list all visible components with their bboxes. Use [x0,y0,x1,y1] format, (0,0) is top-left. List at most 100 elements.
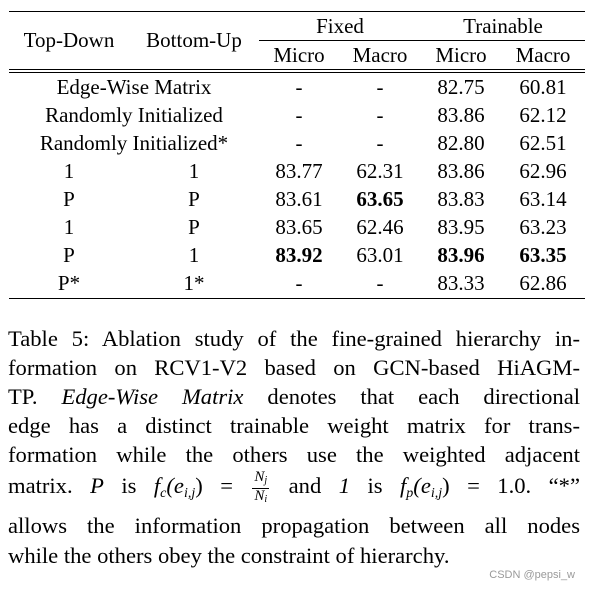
header-trainable: Trainable [421,11,585,41]
cell-bottom-up: P [188,215,200,240]
caption-text: denotes that each directional [267,384,581,410]
cell-top-down: 1 [63,158,75,183]
header-trainable-macro: Macro [501,40,585,71]
math-subscript: j [264,474,268,486]
cell-fixed-micro: - [259,68,339,102]
caption-text: is [367,473,383,499]
caption-text: ) = 1.0. “*” [442,473,580,499]
caption-line: formation on RCV1-V2 based on GCN-based … [8,355,580,381]
cell-trainable-macro: 62.96 [519,158,567,183]
table-row: P* 1* - - 83.33 62.86 [9,269,585,299]
math-symbol: f [400,473,407,499]
table-row: Edge-Wise Matrix - - 82.75 60.81 [9,68,585,102]
caption-line: TP. Edge-Wise Matrix denotes that each d… [8,382,580,411]
cell-trainable-macro: 63.23 [519,215,567,240]
cell-fixed-micro: 83.77 [275,158,323,183]
table-row: P 1 83.92 63.01 83.96 63.35 [9,242,585,270]
cell-trainable-micro: 83.86 [437,102,485,127]
caption-emph: Edge-Wise Matrix [61,384,244,410]
math-subscript: i [264,493,268,505]
caption-text: matrix. [8,473,73,499]
cell-trainable-macro: 63.35 [501,242,585,270]
cell-trainable-micro: 83.96 [421,242,501,270]
cell-fixed-micro: - [295,102,303,127]
caption-text: and [288,473,322,499]
bold-value: 63.65 [356,186,404,211]
cell-bottom-up: P [188,186,200,211]
math-symbol: N [254,468,265,485]
cell-fixed-macro: 63.01 [356,243,404,268]
header-bottom-up: Bottom-Up [129,11,259,71]
math-symbol: N [254,487,265,504]
cell-fixed-macro: - [376,130,384,155]
cell-fixed-macro: 62.46 [356,215,404,240]
cell-bottom-up: 1* [129,269,259,299]
ablation-table: Top-Down Bottom-Up Fixed Trainable Micro… [9,11,585,299]
cell-trainable-micro: 82.80 [437,130,485,155]
table-row: 1 P 83.65 62.46 83.95 63.23 [9,213,585,241]
caption-line: allows the information propagation betwe… [8,513,580,539]
caption-text: TP. [8,384,38,410]
table-row: Randomly Initialized* - - 82.80 62.51 [9,129,585,157]
header-fixed-micro: Micro [259,40,339,71]
cell-fixed-macro: 63.65 [339,185,421,213]
cell-trainable-macro: 62.12 [519,102,567,127]
watermark-text: CSDN @pepsi_w [489,569,575,581]
table-row: 1 1 83.77 62.31 83.86 62.96 [9,157,585,185]
bold-value: 83.92 [275,243,323,268]
math-fraction: Nj Ni [252,468,270,507]
header-trainable-micro: Micro [421,40,501,71]
math-symbol: (e [166,473,184,499]
math-symbol: (e [413,473,431,499]
bold-value: 63.35 [519,243,567,268]
cell-top-down: 1 [63,215,75,240]
cell-top-down: P* [9,269,129,299]
cell-fixed-micro: 83.61 [275,186,323,211]
cell-fixed-macro: - [339,68,421,102]
math-subscript: i,j [430,486,443,502]
cell-fixed-macro: - [376,102,384,127]
cell-trainable-micro: 82.75 [421,68,501,102]
cell-fixed-micro: 83.92 [259,242,339,270]
cell-bottom-up: 1 [188,158,200,183]
cell-trainable-micro: 83.33 [421,269,501,299]
cell-top-down: P [63,243,75,268]
cell-trainable-micro: 83.86 [437,158,485,183]
cell-bottom-up: 1 [188,243,200,268]
row-label: Randomly Initialized* [39,130,229,155]
fraction-numerator: Nj [252,468,270,489]
caption-line: Table 5: Ablation study of the fine-grai… [8,326,580,351]
header-fixed-macro: Macro [339,40,421,71]
math-subscript: i,j [183,486,196,502]
table-caption: Table 5: Ablation study of the fine-grai… [8,324,580,570]
cell-trainable-macro: 63.14 [519,186,567,211]
cell-trainable-macro: 60.81 [501,68,585,102]
caption-line: while the others obey the constraint of … [8,542,450,568]
caption-text: is [121,473,137,499]
row-label: Edge-Wise Matrix [9,68,259,102]
header-fixed: Fixed [259,11,421,41]
cell-trainable-macro: 62.86 [501,269,585,299]
caption-emph: P [90,473,104,499]
caption-line-math: matrix. P is fc(ei,j) = Nj Ni and 1 is fp… [8,469,580,511]
cell-fixed-macro: 62.31 [356,158,404,183]
row-label: Randomly Initialized [45,102,223,127]
bold-value: 83.96 [437,243,485,268]
table-row: P P 83.61 63.65 83.83 63.14 [9,185,585,213]
header-top-down: Top-Down [9,11,129,71]
math-symbol: f [153,473,161,499]
math-subscript: c [160,486,167,502]
cell-fixed-micro: 83.65 [275,215,323,240]
cell-trainable-micro: 83.95 [437,215,485,240]
caption-line: edge has a distinct trainable weight mat… [8,413,580,439]
cell-fixed-macro: - [339,269,421,299]
cell-fixed-micro: - [259,269,339,299]
cell-top-down: P [63,186,75,211]
table-row: Randomly Initialized - - 83.86 62.12 [9,101,585,129]
caption-emph: 1 [338,473,351,499]
cell-trainable-macro: 62.51 [519,130,567,155]
fraction-denominator: Ni [252,487,269,507]
math-symbol: ) = [195,473,233,499]
math-subscript: p [406,486,414,502]
